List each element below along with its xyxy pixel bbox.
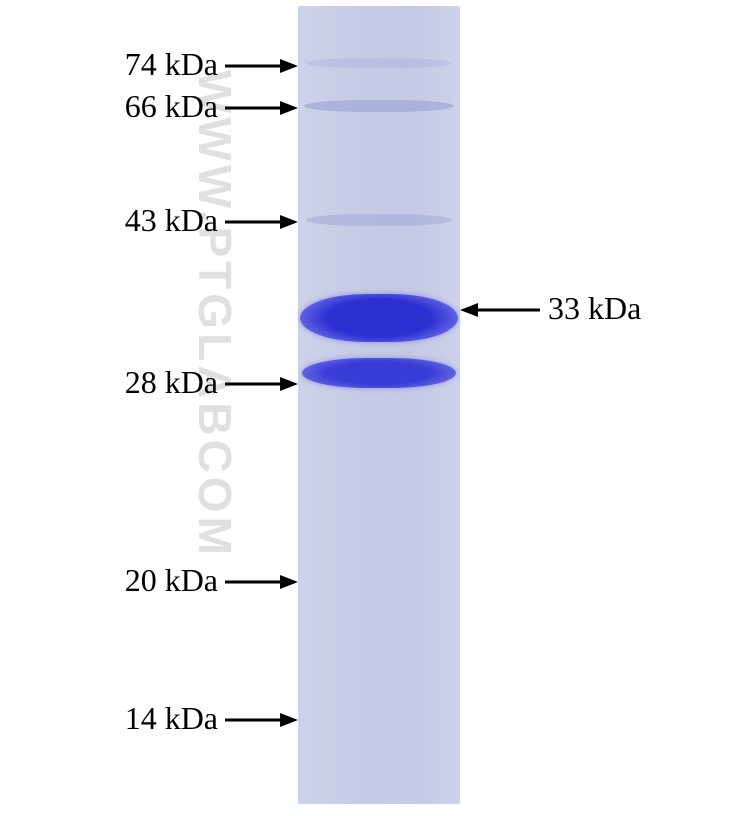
marker-label: 14 kDa [0, 700, 218, 737]
marker-label: 43 kDa [0, 202, 218, 239]
marker-arrow [225, 101, 298, 115]
marker-arrow [225, 575, 298, 589]
marker-arrow [225, 377, 298, 391]
marker-arrow [225, 215, 298, 229]
marker-label: 66 kDa [0, 88, 218, 125]
marker-arrow [225, 713, 298, 727]
gel-image: WWW.PTGLABCOM 74 kDa66 kDa43 kDa28 kDa20… [0, 0, 740, 816]
marker-label: 74 kDa [0, 46, 218, 83]
marker-label: 28 kDa [0, 364, 218, 401]
target-band-label: 33 kDa [548, 290, 641, 327]
marker-label: 20 kDa [0, 562, 218, 599]
marker-arrow [225, 59, 298, 73]
target-arrow [460, 303, 540, 317]
